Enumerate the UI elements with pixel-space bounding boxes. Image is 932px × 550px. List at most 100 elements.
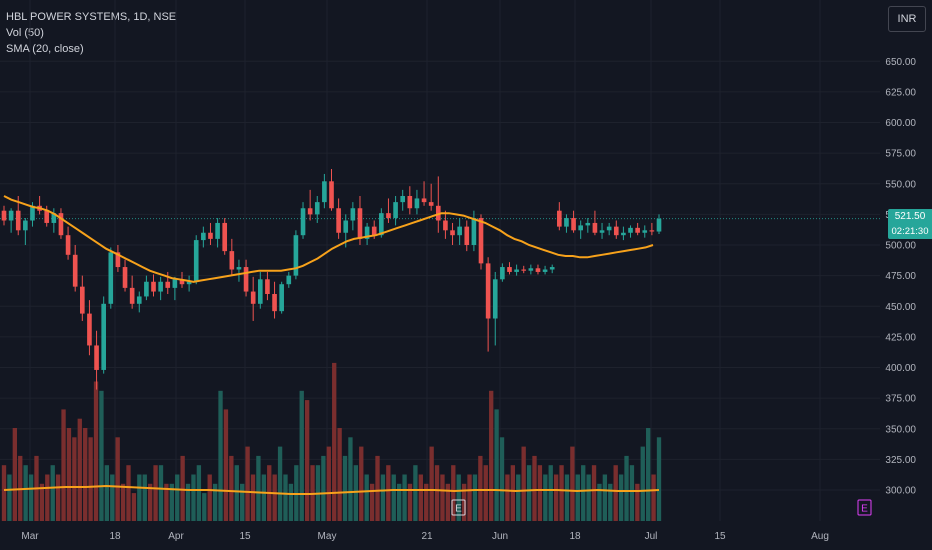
price-tick-label: 325.00 xyxy=(885,455,916,466)
volume-bar xyxy=(553,474,559,521)
candle-down xyxy=(44,210,50,223)
candle-up xyxy=(201,232,206,241)
candle-up xyxy=(322,181,327,203)
volume-bar xyxy=(185,483,191,521)
volume-bar xyxy=(50,465,55,521)
time-tick-label: 15 xyxy=(239,531,251,542)
candle-up xyxy=(101,303,106,370)
volume-bar xyxy=(1,465,7,521)
sma-indicator-label[interactable]: SMA (20, close) xyxy=(6,43,84,55)
volume-bar xyxy=(451,465,456,521)
price-tick-label: 300.00 xyxy=(885,486,916,497)
time-tick-label: Apr xyxy=(168,531,184,542)
candle-up xyxy=(186,281,192,285)
volume-bar xyxy=(115,437,120,521)
volume-bar xyxy=(570,446,575,521)
candle-up xyxy=(215,222,220,239)
candle-down xyxy=(428,202,434,206)
last-price-value: 521.50 xyxy=(894,211,926,222)
volume-bar xyxy=(407,483,413,521)
candle-down xyxy=(478,218,484,264)
volume-bar xyxy=(505,474,510,521)
candle-down xyxy=(421,198,427,203)
time-tick-label: 18 xyxy=(109,531,121,542)
volume-bar xyxy=(521,446,526,521)
candle-down xyxy=(407,196,413,209)
candle-down xyxy=(208,232,213,239)
candle-down xyxy=(151,281,156,292)
volume-bar xyxy=(424,483,429,521)
volume-bar xyxy=(564,474,570,521)
price-tick-label: 650.00 xyxy=(885,57,916,68)
volume-bar xyxy=(397,483,402,521)
volume-bar xyxy=(256,455,261,521)
volume-bar xyxy=(326,446,331,521)
bar-countdown: 02:21:30 xyxy=(891,226,929,237)
volume-bar xyxy=(608,483,613,521)
volume-bar xyxy=(288,483,294,521)
volume-bar xyxy=(180,455,185,521)
volume-bar xyxy=(137,474,142,521)
volume-bar xyxy=(332,362,337,521)
sma-line xyxy=(3,195,654,283)
volume-bar xyxy=(359,446,364,521)
time-axis[interactable]: Mar 18 Apr 15 May 21 Jun 18 Jul 15 Aug xyxy=(21,531,829,542)
volume-bar xyxy=(494,409,499,521)
candle-up xyxy=(457,226,462,236)
candle-down xyxy=(464,226,470,245)
candle-up xyxy=(350,208,356,221)
volume-bar xyxy=(461,483,467,521)
candle-down xyxy=(179,279,185,285)
volume-bar xyxy=(434,465,440,521)
candle-down xyxy=(435,205,441,221)
volume-bar xyxy=(548,465,553,521)
candle-up xyxy=(51,213,57,223)
volume-bar xyxy=(375,455,380,521)
volume-bar xyxy=(272,474,277,521)
price-tick-label: 600.00 xyxy=(885,118,916,129)
candle-down xyxy=(649,230,655,232)
candle-down xyxy=(115,252,121,268)
candle-up xyxy=(144,281,149,297)
volume-bar xyxy=(429,446,434,521)
volume-bar xyxy=(618,474,624,521)
candle-up xyxy=(30,205,35,221)
volume-bar xyxy=(369,483,375,521)
price-axis[interactable]: 650.00625.00600.00575.00550.00525.00500.… xyxy=(885,57,916,497)
volume-bar xyxy=(240,483,245,521)
currency-button[interactable]: INR xyxy=(888,6,926,32)
volume-bar xyxy=(499,437,505,521)
candle-down xyxy=(507,267,512,272)
volume-bar xyxy=(7,474,12,521)
candle-up xyxy=(400,196,406,203)
volume-bar xyxy=(646,428,651,521)
volume-bar xyxy=(83,428,88,521)
grid-lines xyxy=(0,0,880,521)
candle-down xyxy=(357,208,363,239)
price-tick-label: 450.00 xyxy=(885,302,916,313)
volume-bar xyxy=(537,465,543,521)
volume-bar xyxy=(175,474,180,521)
volume-bar xyxy=(581,465,586,521)
candle-up xyxy=(23,220,28,231)
volume-bar xyxy=(418,474,423,521)
volume-bar xyxy=(467,474,472,521)
price-tick-label: 575.00 xyxy=(885,149,916,160)
candle-up xyxy=(364,226,370,239)
volume-bar xyxy=(640,446,645,521)
price-tick-label: 500.00 xyxy=(885,241,916,252)
candle-down xyxy=(65,235,71,255)
candle-down xyxy=(15,210,21,231)
candle-up xyxy=(414,198,420,209)
volume-bar xyxy=(516,474,521,521)
candle-down xyxy=(557,210,562,227)
volume-indicator-label[interactable]: Vol (50) xyxy=(6,27,44,39)
candle-up xyxy=(656,218,662,232)
volume-bar xyxy=(191,474,196,521)
volume-bar xyxy=(93,381,99,521)
candle-down xyxy=(58,213,64,236)
volume-bar xyxy=(120,483,126,521)
earnings-marker-label: E xyxy=(861,504,868,515)
symbol-title[interactable]: HBL POWER SYSTEMS, 1D, NSE xyxy=(6,11,177,23)
